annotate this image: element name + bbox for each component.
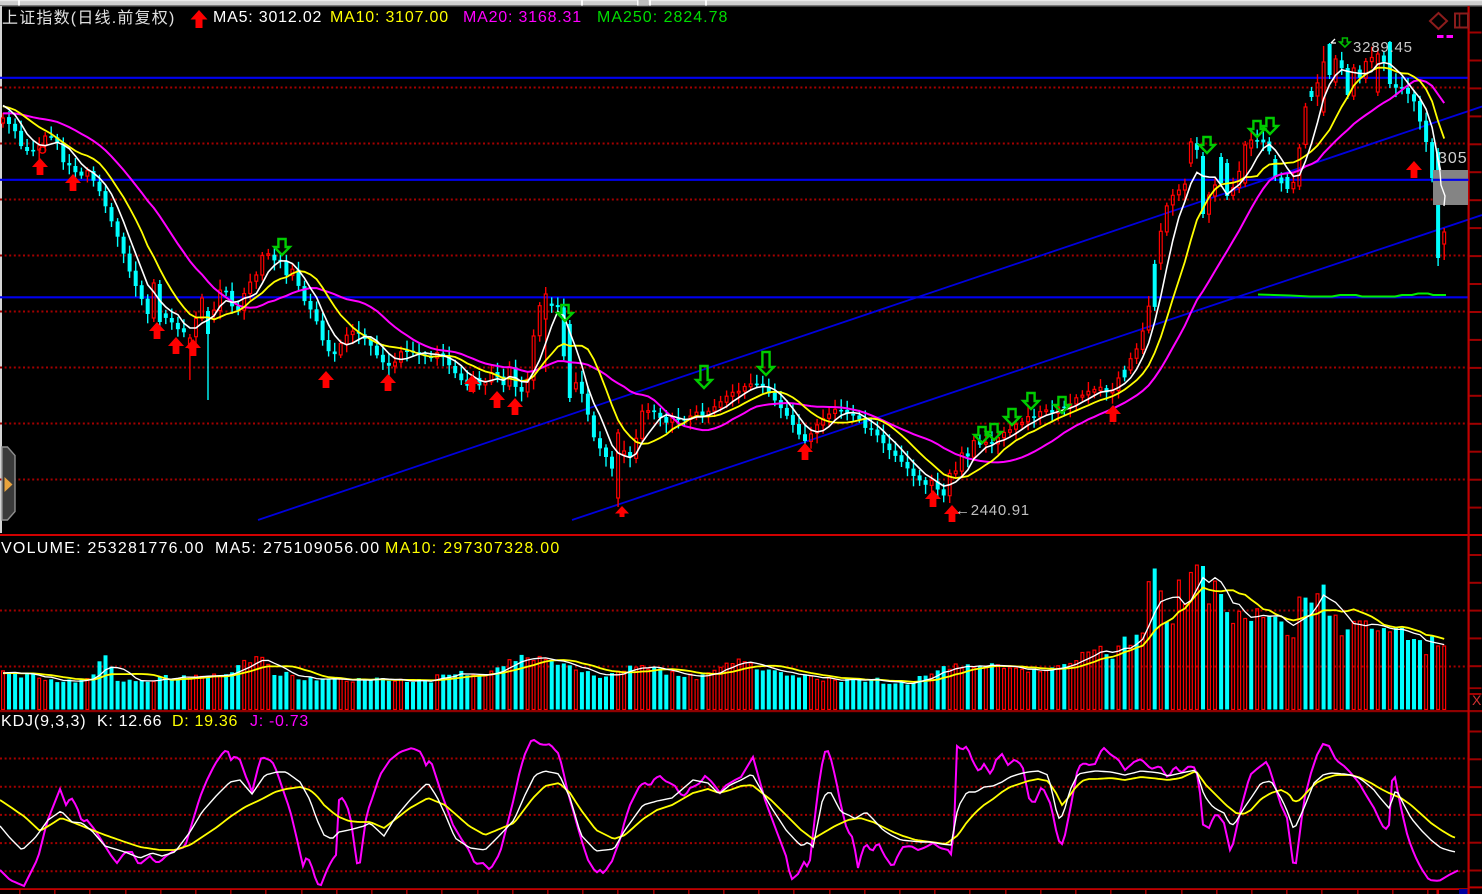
svg-text:2019: 2019 — [3, 891, 32, 894]
svg-text:X: X — [1472, 692, 1482, 708]
